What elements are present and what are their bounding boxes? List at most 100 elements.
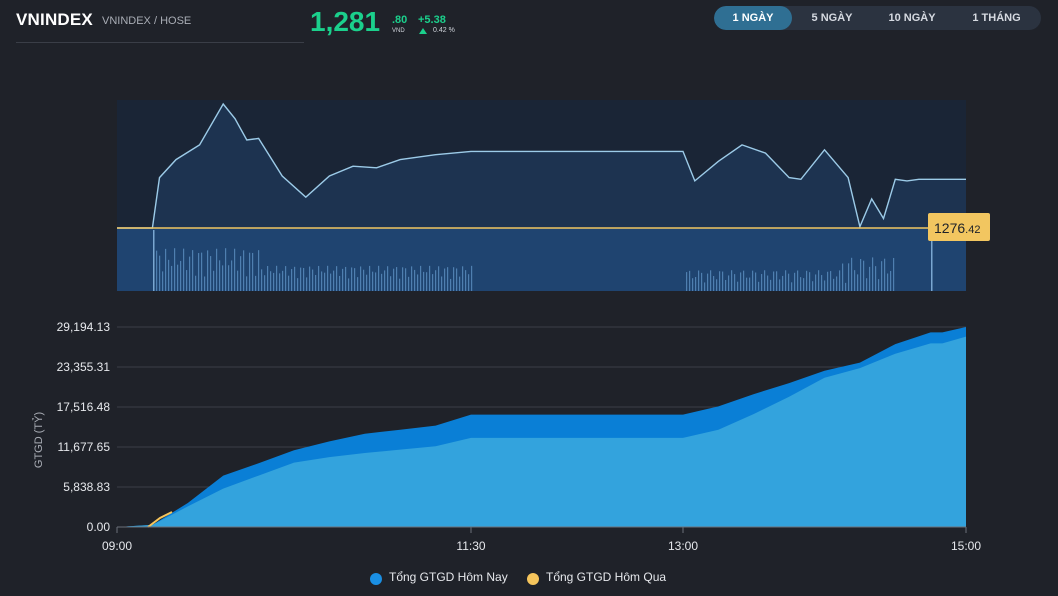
volume-bar	[222, 265, 224, 291]
volume-bar	[192, 250, 194, 291]
volume-bar	[246, 276, 248, 291]
volume-bar	[863, 260, 865, 291]
volume-bar	[776, 271, 778, 291]
volume-bar	[761, 274, 763, 291]
tab-1-month[interactable]: 1 THÁNG	[972, 12, 1021, 24]
volume-bar	[773, 271, 775, 291]
volume-bar	[441, 276, 443, 291]
volume-bar	[300, 267, 302, 291]
volume-bar	[812, 281, 814, 291]
volume-bar	[815, 274, 817, 291]
volume-bar	[318, 265, 320, 291]
volume-bar	[698, 270, 700, 291]
volume-bar	[429, 265, 431, 291]
volume-bar	[728, 275, 730, 291]
volume-bar	[806, 270, 808, 291]
volume-bar	[270, 271, 272, 291]
volume-bar	[884, 258, 886, 291]
volume-bar	[240, 256, 242, 291]
volume-bar	[279, 273, 281, 291]
volume-bar	[159, 255, 161, 291]
volume-bar	[788, 273, 790, 291]
volume-bar	[390, 276, 392, 291]
volume-bar	[704, 282, 706, 291]
volume-bar	[833, 278, 835, 291]
volume-bar	[689, 270, 691, 291]
volume-bar	[225, 248, 227, 291]
volume-bar	[345, 266, 347, 291]
volume-bar	[722, 271, 724, 291]
legend-yesterday-label: Tổng GTGD Hôm Qua	[546, 570, 667, 584]
volume-bar	[878, 279, 880, 291]
volume-bar	[809, 272, 811, 291]
legend-yesterday-swatch	[527, 573, 539, 585]
volume-bar	[462, 266, 464, 291]
volume-bar	[393, 268, 395, 291]
volume-bar	[378, 265, 380, 291]
volume-bar	[360, 266, 362, 291]
tab-5-days[interactable]: 5 NGÀY	[811, 12, 853, 24]
volume-bar	[725, 279, 727, 291]
volume-bar	[767, 275, 769, 291]
volume-bar	[372, 271, 374, 291]
volume-bar	[207, 250, 209, 291]
volume-bar	[794, 272, 796, 291]
price-line	[117, 102, 966, 229]
volume-bar	[201, 252, 203, 291]
y-tick-label: 29,194.13	[57, 320, 111, 334]
volume-bars	[153, 248, 895, 291]
volume-bar	[785, 270, 787, 291]
reference-label: 1276.42	[934, 220, 980, 236]
x-tick-label: 09:00	[102, 539, 132, 553]
x-tick-label: 11:30	[456, 539, 485, 553]
volume-bar	[845, 282, 847, 291]
volume-bar	[848, 263, 850, 291]
y-axis-label: GTGD (TỶ)	[32, 412, 45, 468]
currency-label: VND	[392, 28, 405, 34]
volume-bar	[204, 276, 206, 291]
volume-bar	[282, 270, 284, 291]
volume-bar	[177, 264, 179, 291]
volume-bar	[471, 265, 473, 291]
tab-10-days[interactable]: 10 NGÀY	[888, 12, 936, 24]
legend-today-label: Tổng GTGD Hôm Nay	[389, 570, 508, 584]
volume-bar	[836, 276, 838, 291]
volume-bar-close	[931, 236, 933, 291]
volume-bar	[369, 265, 371, 291]
volume-bar	[743, 270, 745, 291]
x-tick-label: 13:00	[668, 539, 698, 553]
y-tick-label: 5,838.83	[63, 480, 110, 494]
volume-bar	[165, 248, 167, 291]
volume-bar	[357, 277, 359, 291]
volume-bar	[303, 267, 305, 291]
volume-bar	[435, 270, 437, 291]
volume-bar	[890, 270, 892, 291]
volume-bar	[701, 272, 703, 291]
volume-bar	[408, 276, 410, 291]
volume-bar	[297, 278, 299, 291]
volume-bar	[426, 272, 428, 291]
volume-bar	[866, 278, 868, 291]
volume-bar	[384, 270, 386, 291]
volume-bar	[255, 275, 257, 291]
volume-bar	[339, 275, 341, 291]
volume-bar	[872, 257, 874, 291]
volume-bar	[381, 273, 383, 291]
volume-bar	[432, 274, 434, 291]
volume-bar	[465, 270, 467, 291]
y-tick-label: 0.00	[87, 520, 111, 534]
volume-bar	[447, 267, 449, 291]
volume-panel-bg	[117, 228, 966, 291]
volume-bar	[710, 270, 712, 291]
volume-bar	[228, 265, 230, 291]
volume-bar	[267, 265, 269, 291]
volume-bar	[276, 265, 278, 291]
volume-bar	[306, 277, 308, 291]
volume-bar	[830, 271, 832, 291]
volume-bar	[210, 256, 212, 291]
volume-bar	[770, 279, 772, 291]
volume-bar	[261, 269, 263, 291]
tab-1-day[interactable]: 1 NGÀY	[714, 6, 792, 30]
volume-bar	[842, 263, 844, 291]
